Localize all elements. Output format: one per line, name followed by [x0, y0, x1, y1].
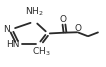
Text: HN: HN — [6, 40, 20, 49]
Text: NH$_2$: NH$_2$ — [25, 5, 44, 18]
Text: N: N — [4, 25, 10, 34]
Text: O: O — [60, 15, 67, 24]
Text: O: O — [74, 24, 81, 33]
Text: CH$_3$: CH$_3$ — [32, 46, 51, 58]
